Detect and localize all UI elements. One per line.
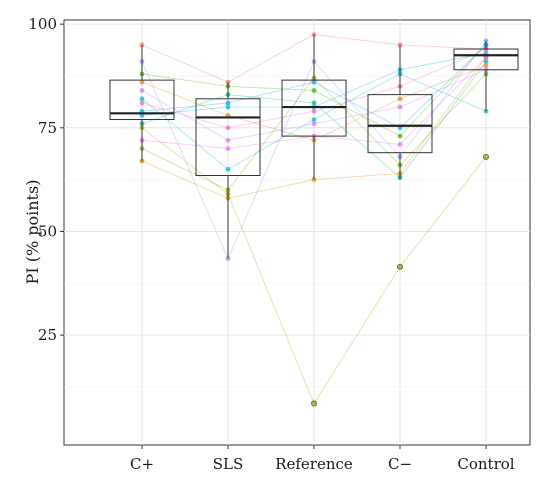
subject-point [397, 104, 403, 110]
x-tick-label: Control [457, 455, 514, 473]
y-tick-label: 25 [38, 326, 57, 344]
subject-point [311, 32, 317, 37]
y-tick-label: 100 [28, 15, 57, 33]
y-tick-label: 50 [38, 222, 57, 240]
box-iqr [453, 48, 519, 71]
subject-point [311, 177, 317, 183]
x-tick-label: C+ [130, 455, 154, 473]
outlier-point [482, 153, 489, 160]
subject-point [311, 401, 317, 406]
y-axis-title: PI (% points) [23, 180, 42, 285]
subject-point [311, 108, 317, 114]
subject-point [139, 96, 145, 102]
subject-point [397, 141, 403, 147]
outlier-point [396, 263, 403, 270]
subject-point [225, 137, 231, 143]
x-tick-label: SLS [213, 455, 244, 473]
subject-point [483, 63, 489, 69]
subject-point [139, 79, 145, 85]
subject-point [311, 117, 317, 122]
x-tick-label: C− [388, 455, 412, 473]
subject-point [225, 104, 231, 110]
subject-point [483, 154, 489, 160]
subject-point [225, 100, 231, 106]
x-tick-label: Reference [275, 455, 353, 473]
subject-point [225, 146, 231, 151]
subject-point [311, 121, 317, 127]
subject-point [397, 133, 403, 139]
outlier-point [310, 400, 317, 407]
subject-point [225, 166, 231, 172]
subject-point [139, 42, 145, 48]
subject-point [397, 264, 403, 270]
subject-point [483, 38, 489, 44]
axis-layer: 25 50 75 100 C+ SLS Reference C− Control [28, 15, 514, 473]
box-iqr [109, 79, 175, 121]
subject-point [139, 100, 145, 106]
subject-point [397, 42, 403, 48]
box-iqr [195, 98, 261, 176]
subject-point [225, 125, 231, 131]
y-tick-label: 75 [38, 119, 57, 137]
subject-point [311, 100, 317, 106]
subject-point [311, 88, 317, 93]
box-iqr [367, 94, 433, 154]
subject-point [483, 59, 489, 64]
subject-point [311, 79, 317, 85]
boxes-layer [109, 34, 519, 407]
subject-point [139, 88, 145, 93]
subject-point [397, 96, 403, 102]
